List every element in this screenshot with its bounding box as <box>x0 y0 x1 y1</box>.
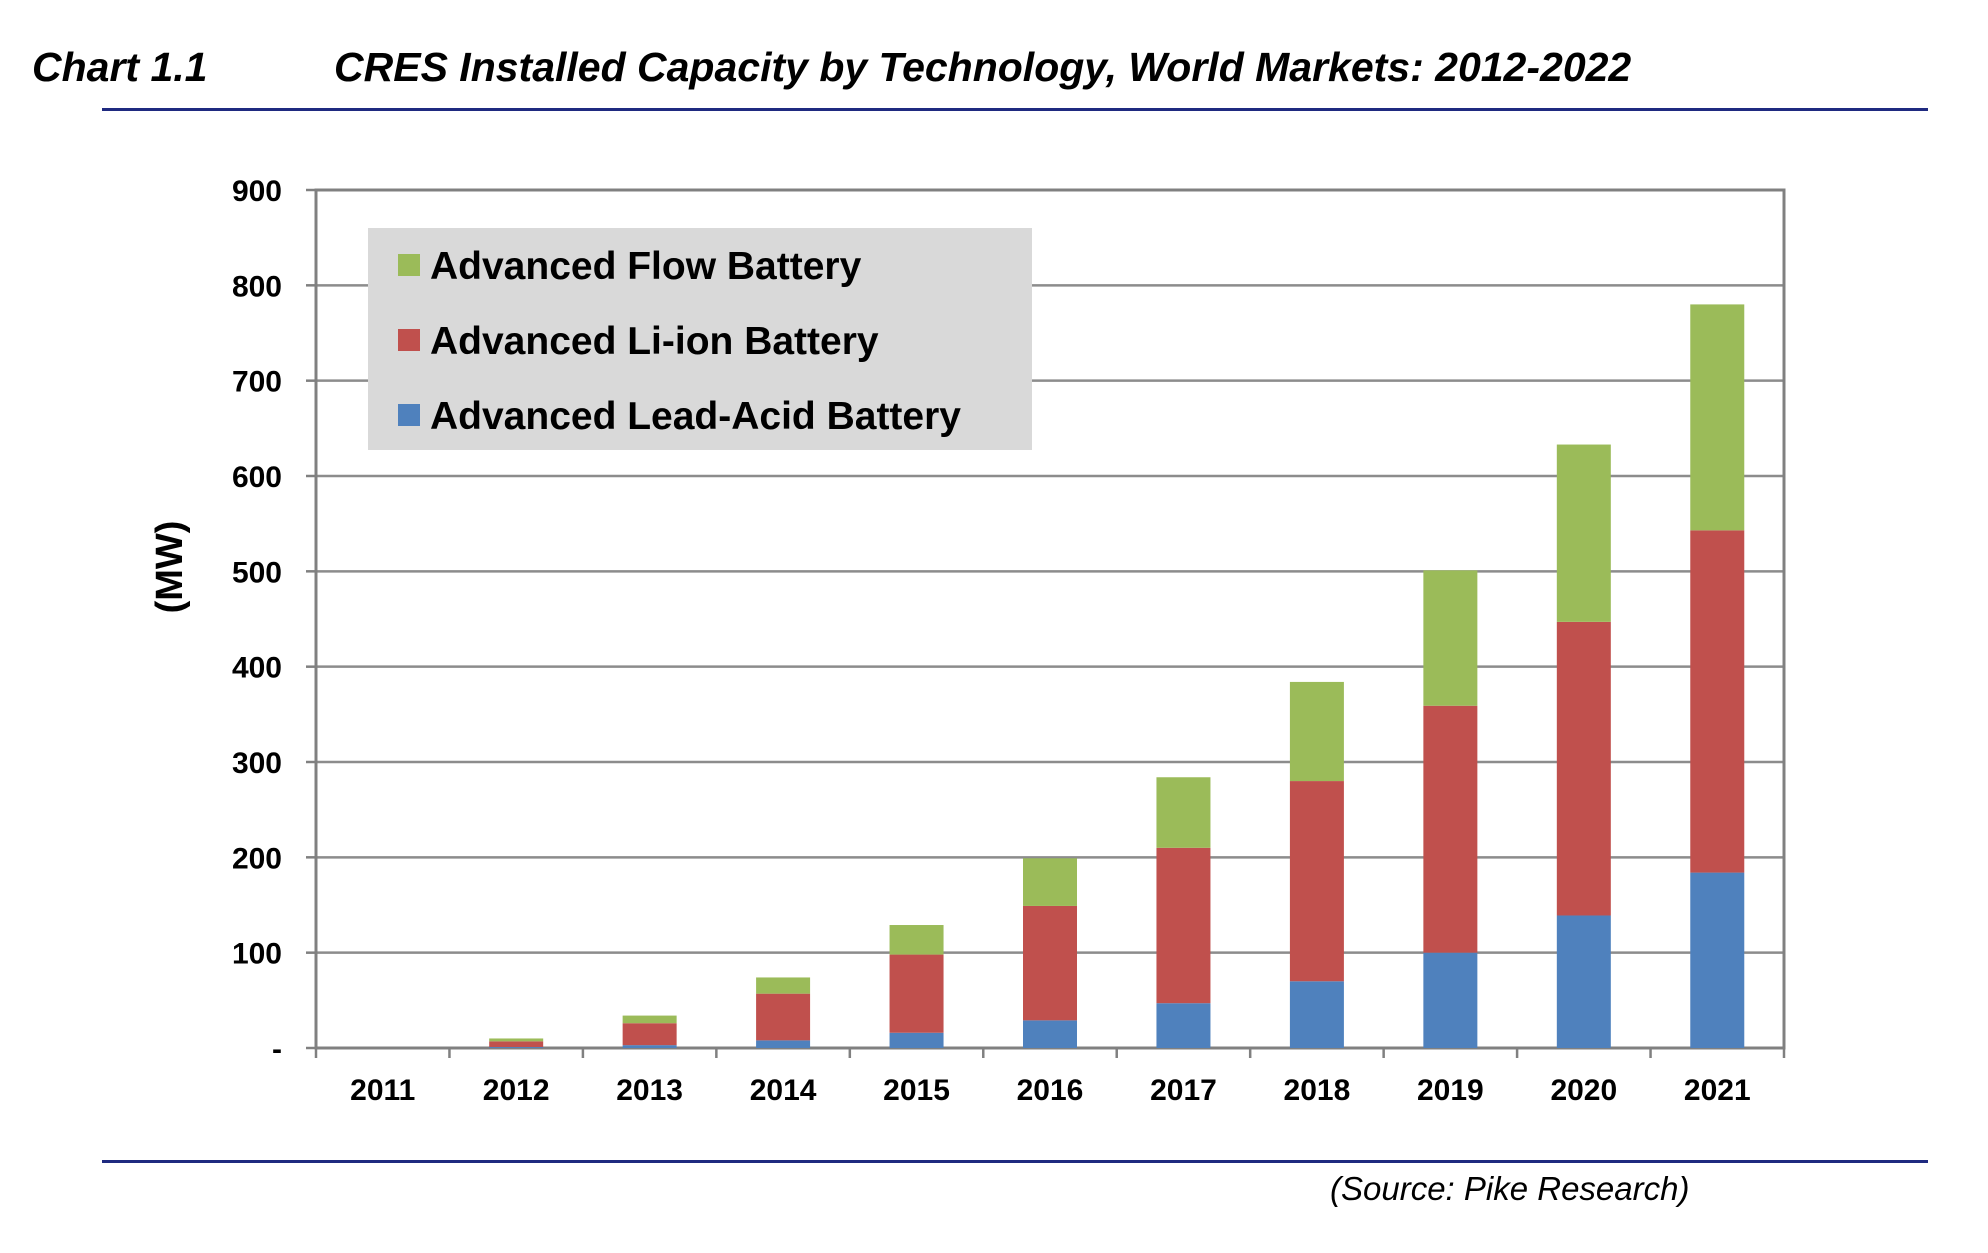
x-tick-label: 2019 <box>1417 1074 1484 1107</box>
bar-segment <box>1289 681 1344 782</box>
y-tick-label: 100 <box>232 938 282 971</box>
chart-number: Chart 1.1 <box>32 44 208 90</box>
bars <box>489 304 1745 1048</box>
x-tick-label: 2017 <box>1150 1074 1217 1107</box>
y-tick-label: 600 <box>232 461 282 494</box>
y-tick-label: 500 <box>232 556 282 589</box>
bar-segment <box>1023 905 1077 1021</box>
bar-segment <box>1690 872 1745 1048</box>
legend: Advanced Flow Battery Advanced Li-ion Bat… <box>368 228 1032 450</box>
bar-segment <box>622 1045 677 1048</box>
bar-segment <box>756 977 811 994</box>
bar-segment <box>1289 781 1344 982</box>
y-tick-label: 300 <box>232 747 282 780</box>
x-tick-label: 2016 <box>1017 1074 1084 1107</box>
y-axis-label: (MW) <box>149 521 191 614</box>
x-tick-label: 2011 <box>350 1074 415 1107</box>
legend-swatch <box>398 404 420 426</box>
bar-segment <box>1690 530 1745 873</box>
bar-segment <box>1690 304 1745 531</box>
bar-segment <box>889 925 944 955</box>
bar-segment <box>756 993 811 1041</box>
x-tick-label: 2021 <box>1684 1074 1751 1107</box>
bar-segment <box>1423 705 1478 953</box>
bar-segment <box>1156 847 1211 1004</box>
x-tick-label: 2020 <box>1550 1074 1617 1107</box>
bar-segment <box>1156 777 1211 848</box>
y-tick-label: - <box>272 1033 282 1066</box>
legend-box <box>368 228 1032 450</box>
source-note: (Source: Pike Research) <box>1330 1170 1690 1207</box>
x-tick-label: 2014 <box>750 1074 817 1107</box>
bar-segment <box>489 1041 544 1048</box>
bar-segment <box>1423 570 1478 706</box>
axes: - 100 200 300 400 500 600 700 800 900 2011 2012 2013… <box>232 175 1786 1107</box>
bar-segment <box>1289 981 1344 1048</box>
bar-segment <box>1023 858 1077 906</box>
bar-segment <box>1556 444 1611 622</box>
bar-segment <box>1556 621 1611 916</box>
legend-swatch <box>398 329 420 351</box>
chart-title: CRES Installed Capacity by Technology, W… <box>334 44 1632 90</box>
x-tick-label: 2013 <box>616 1074 683 1107</box>
bar-segment <box>489 1038 544 1042</box>
x-tick-label: 2012 <box>483 1074 550 1107</box>
x-tick-label: 2015 <box>883 1074 950 1107</box>
y-tick-label: 900 <box>232 175 282 208</box>
y-tick-label: 200 <box>232 842 282 875</box>
legend-entry: Advanced Flow Battery <box>430 245 862 288</box>
bar-segment <box>889 1032 944 1048</box>
bar-segment <box>489 1047 544 1048</box>
legend-entry: Advanced Lead-Acid Battery <box>430 395 961 438</box>
bar-segment <box>889 954 944 1033</box>
bottom-divider <box>102 1160 1928 1163</box>
bar-segment <box>1023 1020 1077 1048</box>
x-tick-label: 2018 <box>1284 1074 1351 1107</box>
bar-segment <box>1156 1003 1211 1048</box>
legend-entry: Advanced Li-ion Battery <box>430 320 879 363</box>
bar-segment <box>622 1023 677 1046</box>
top-divider <box>102 108 1928 111</box>
legend-swatch <box>398 254 420 276</box>
bar-segment <box>1423 952 1478 1048</box>
bar-segment <box>622 1015 677 1024</box>
y-tick-label: 800 <box>232 270 282 303</box>
bar-segment <box>756 1040 811 1048</box>
y-tick-label: 700 <box>232 366 282 399</box>
bar-segment <box>1556 915 1611 1048</box>
y-tick-label: 400 <box>232 652 282 685</box>
